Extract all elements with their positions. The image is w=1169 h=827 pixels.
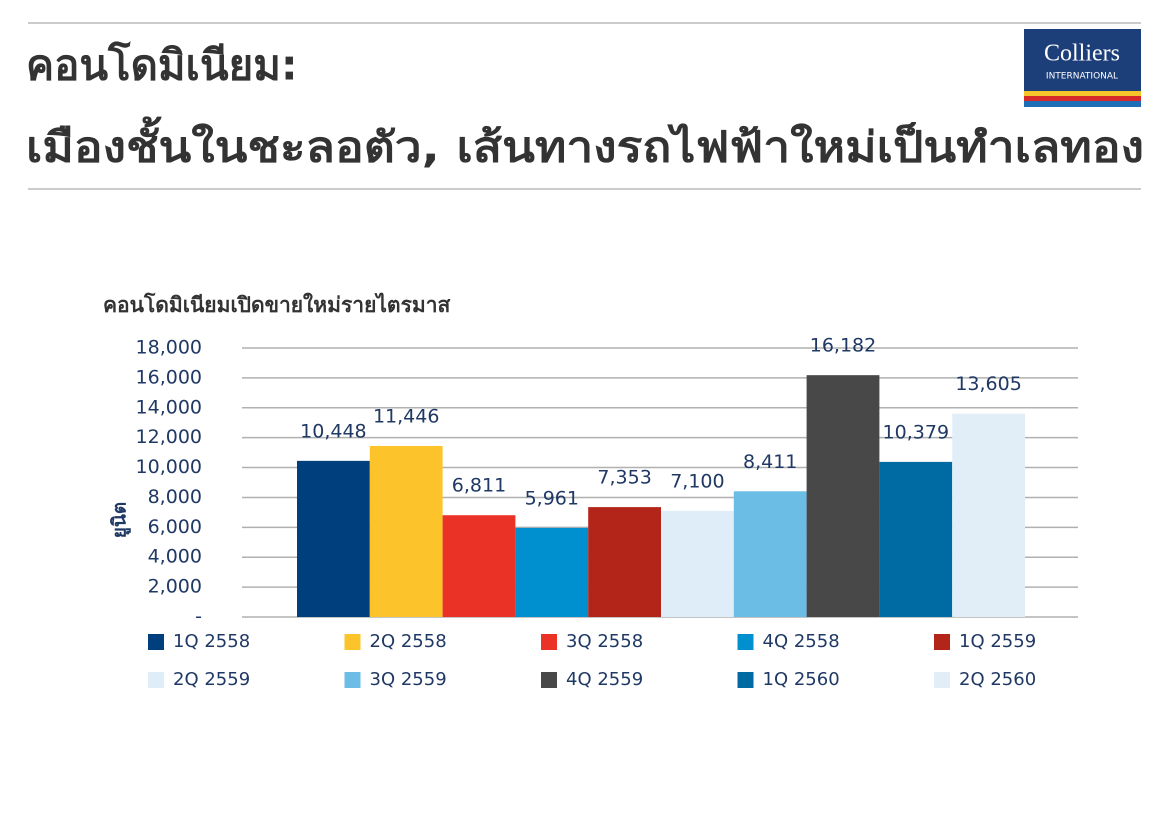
legend-label: 1Q 2560 <box>763 669 840 690</box>
value-label: 5,961 <box>525 487 579 509</box>
legend-label: 2Q 2560 <box>959 669 1036 690</box>
legend-label: 4Q 2559 <box>566 669 643 690</box>
legend-swatch <box>344 672 361 688</box>
legend-swatch <box>737 634 754 650</box>
legend-swatch <box>148 634 164 650</box>
y-tick-label: - <box>195 606 202 628</box>
legend-swatch <box>934 634 950 650</box>
legend-label: 4Q 2558 <box>763 631 840 652</box>
y-tick-label: 4,000 <box>148 546 202 568</box>
value-label: 7,353 <box>597 467 651 489</box>
y-tick-label: 18,000 <box>136 337 202 359</box>
legend-swatch <box>737 672 754 688</box>
y-axis-label: ยูนิต <box>109 502 132 538</box>
y-tick-label: 2,000 <box>148 576 202 598</box>
legend-label: 1Q 2559 <box>959 631 1036 652</box>
logo-stripe <box>1024 101 1141 107</box>
legend-label: 3Q 2559 <box>370 669 447 690</box>
y-tick-label: 8,000 <box>148 486 202 508</box>
logo-stripe <box>1024 96 1141 101</box>
bar <box>588 507 661 617</box>
legend-swatch <box>541 634 557 650</box>
bar <box>661 510 734 617</box>
logo-subtitle: INTERNATIONAL <box>1046 72 1118 82</box>
value-label: 16,182 <box>810 335 876 357</box>
y-tick-label: 6,000 <box>148 516 202 538</box>
logo: Colliers INTERNATIONAL <box>1024 29 1141 107</box>
bar <box>806 375 880 617</box>
legend-label: 2Q 2558 <box>370 631 447 652</box>
logo-stripe <box>1024 91 1141 96</box>
logo-name: Colliers <box>1044 41 1120 67</box>
bar <box>369 445 443 617</box>
value-label: 7,100 <box>670 470 724 492</box>
y-tick-label: 10,000 <box>136 456 202 478</box>
value-label: 13,605 <box>955 373 1021 395</box>
bar <box>952 413 1025 617</box>
y-tick-label: 14,000 <box>136 396 202 418</box>
bar <box>879 461 953 617</box>
y-tick-label: 12,000 <box>136 426 202 448</box>
bar <box>733 491 807 617</box>
value-label: 11,446 <box>373 405 439 427</box>
y-tick-label: 16,000 <box>136 366 202 388</box>
legend-label: 2Q 2559 <box>173 669 250 690</box>
legend-swatch <box>344 634 361 650</box>
value-label: 10,379 <box>883 421 949 443</box>
legend-swatch <box>541 672 557 688</box>
title-line: เมืองชั้นในชะลอตัว, เส้นทางรถไฟฟ้าใหม่เป… <box>26 116 1144 172</box>
legend-swatch <box>934 672 950 688</box>
bar <box>297 460 370 617</box>
bar <box>515 527 589 617</box>
legend-label: 1Q 2558 <box>173 631 250 652</box>
bar <box>442 515 516 617</box>
title-line: คอนโดมิเนียม: <box>26 41 298 90</box>
legend-swatch <box>148 672 164 688</box>
chart-title: คอนโดมิเนียมเปิดขายใหม่รายไตรมาส <box>103 292 450 317</box>
value-label: 8,411 <box>743 451 797 473</box>
value-label: 10,448 <box>300 420 366 442</box>
logo-box <box>1024 29 1141 91</box>
legend-label: 3Q 2558 <box>566 631 643 652</box>
value-label: 6,811 <box>452 475 506 497</box>
